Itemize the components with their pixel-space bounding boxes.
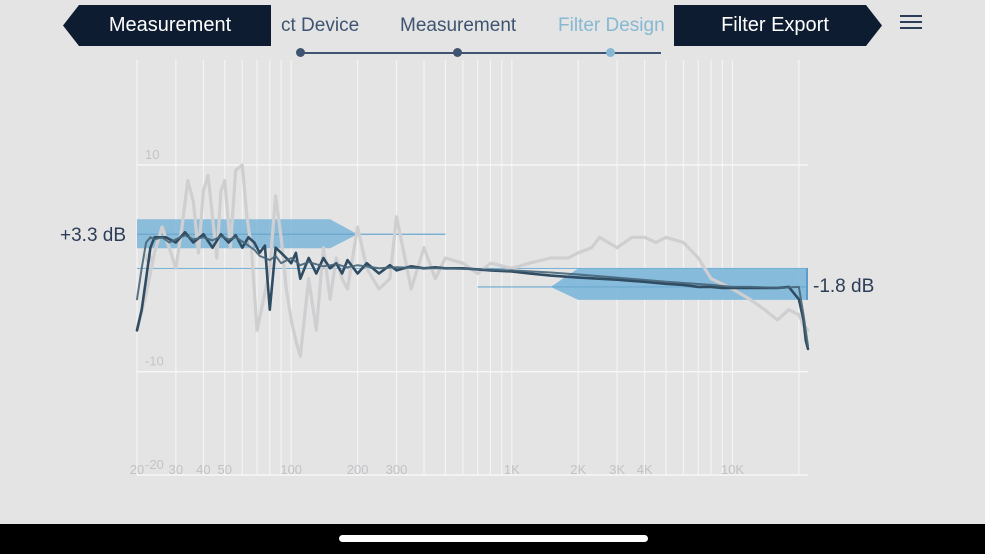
chart-grid [136, 60, 808, 476]
step-dot-measurement [453, 48, 462, 57]
x-tick-label: 30 [169, 462, 183, 477]
y-tick-label: -10 [145, 354, 164, 369]
progress-stepper: ct Device Measurement Filter Design [0, 0, 985, 70]
stepper-track [300, 52, 661, 54]
y-tick-label: 10 [145, 147, 159, 162]
frequency-response-chart[interactable]: 20 30 40 50 100 200 300 1K 2K 3K 4K 10K 100 -10 -20 [0, 0, 985, 524]
response-curves [135, 163, 810, 358]
home-indicator[interactable] [339, 535, 648, 542]
x-tick-label: 1K [504, 462, 520, 477]
treble-gain-label: -1.8 dB [813, 276, 875, 297]
x-tick-label: 40 [196, 462, 210, 477]
x-tick-label: 300 [386, 462, 408, 477]
x-tick-label: 20 [130, 462, 144, 477]
step-filter-design[interactable]: Filter Design [558, 15, 665, 36]
step-dot-filter-design [606, 48, 615, 57]
y-tick-label: -20 [145, 457, 164, 472]
step-select-device[interactable]: ct Device [281, 15, 360, 36]
x-tick-label: 100 [280, 462, 302, 477]
filtered-response-line [136, 234, 809, 347]
y-tick-labels: 100-10-20 [145, 147, 164, 472]
menu-icon[interactable] [898, 12, 924, 32]
next-button[interactable]: Filter Export [674, 5, 882, 46]
x-tick-label: 10K [721, 462, 744, 477]
x-tick-labels: 20 30 40 50 100 200 300 1K 2K 3K 4K 10K [130, 462, 745, 477]
x-tick-label: 50 [218, 462, 232, 477]
x-tick-label: 200 [347, 462, 369, 477]
back-button[interactable]: Measurement [63, 5, 271, 46]
x-tick-label: 2K [570, 462, 586, 477]
raw-response-line [135, 163, 810, 358]
step-measurement[interactable]: Measurement [400, 15, 517, 36]
bass-gain-label: +3.3 dB [60, 225, 127, 246]
x-tick-label: 3K [609, 462, 625, 477]
x-tick-label: 4K [637, 462, 653, 477]
step-dot-device [296, 48, 305, 57]
